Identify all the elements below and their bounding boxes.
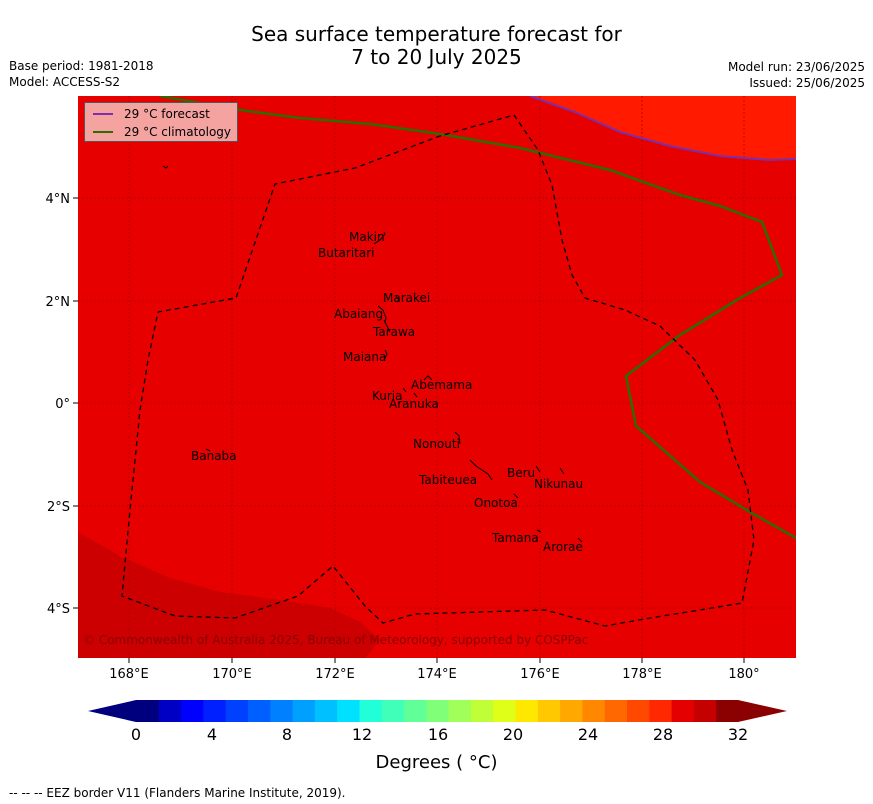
colorbar-segment xyxy=(559,700,583,722)
climatology-legend-label: 29 °C climatology xyxy=(124,125,232,139)
place-label: Banaba xyxy=(191,449,237,463)
colorbar-segment xyxy=(648,700,672,722)
map-legend: 29 °C forecast 29 °C climatology xyxy=(84,102,238,142)
place-label: Makin xyxy=(349,230,385,244)
colorbar-segment xyxy=(515,700,538,722)
lon-label: 176°E xyxy=(520,667,560,682)
colorbar-segment xyxy=(604,700,628,722)
forecast-legend-label: 29 °C forecast xyxy=(124,107,210,121)
colorbar-tick-label: 20 xyxy=(502,725,524,744)
lat-label: 4°N xyxy=(46,192,71,207)
colorbar-tick-label: 12 xyxy=(351,725,373,744)
place-label: Marakei xyxy=(383,291,430,305)
colorbar-segment xyxy=(225,700,248,722)
place-label: Tarawa xyxy=(372,325,415,339)
place-label: Tamana xyxy=(491,531,539,545)
sst-field-warm xyxy=(530,96,796,160)
colorbar-segment xyxy=(448,700,471,722)
colorbar-segment xyxy=(693,700,717,722)
place-label: Abaiang xyxy=(334,307,383,321)
place-label: Nonouti xyxy=(413,437,460,451)
title-line-2: 7 to 20 July 2025 xyxy=(351,45,522,69)
place-label: Onotoa xyxy=(474,496,518,510)
colorbar-segment xyxy=(180,700,204,722)
climatology-legend-swatch xyxy=(93,131,113,133)
graticule xyxy=(78,96,796,658)
place-label: Aranuka xyxy=(389,397,439,411)
lat-label: 0° xyxy=(55,397,70,412)
colorbar-segment xyxy=(314,700,338,722)
sst-field-cool xyxy=(78,532,380,658)
lon-label: 178°E xyxy=(622,667,662,682)
colorbar-tick-label: 16 xyxy=(427,725,449,744)
colorbar-tick-label: 4 xyxy=(206,725,218,744)
island-outlines xyxy=(162,165,583,543)
place-label: Maiana xyxy=(343,350,386,364)
model-name: Model: ACCESS-S2 xyxy=(9,75,121,89)
colorbar-tick-label: 32 xyxy=(727,725,749,744)
colorbar-segment xyxy=(136,700,159,722)
colorbar-over-arrow xyxy=(738,700,787,722)
colorbar-tick-label: 24 xyxy=(577,725,599,744)
colorbar-segment xyxy=(403,700,427,722)
colorbar-segment xyxy=(358,700,382,722)
colorbar-segment xyxy=(425,700,449,722)
lat-label: 4°S xyxy=(47,602,70,617)
place-label: Tabiteuea xyxy=(418,473,477,487)
lon-label: 168°E xyxy=(109,667,149,682)
forecast-contour xyxy=(529,96,796,162)
lon-label: 172°E xyxy=(315,667,355,682)
colorbar-segment xyxy=(715,700,739,722)
axis-ticks xyxy=(73,197,745,663)
place-label: Kuria xyxy=(372,389,403,403)
lat-label: 2°S xyxy=(47,500,70,515)
colorbar xyxy=(88,700,787,722)
colorbar-segment xyxy=(537,700,561,722)
colorbar-under-arrow xyxy=(88,700,136,722)
colorbar-segment xyxy=(581,700,605,722)
place-label: Arorae xyxy=(543,540,583,554)
place-label: Butaritari xyxy=(318,246,375,260)
lat-label: 2°N xyxy=(46,295,71,310)
lon-label: 180° xyxy=(728,667,759,682)
forecast-legend-swatch xyxy=(93,113,113,115)
climatology-contour xyxy=(159,96,796,540)
model-run: Model run: 23/06/2025 xyxy=(727,60,865,74)
colorbar-segment xyxy=(336,700,360,722)
colorbar-segment xyxy=(671,700,694,722)
colorbar-segment xyxy=(158,700,182,722)
lon-label: 174°E xyxy=(417,667,457,682)
colorbar-segment xyxy=(247,700,271,722)
footer-note: -- -- -- EEZ border V11 (Flanders Marine… xyxy=(9,786,346,800)
lon-label: 170°E xyxy=(212,667,252,682)
colorbar-segment xyxy=(292,700,315,722)
colorbar-tick-label: 8 xyxy=(281,725,293,744)
colorbar-segment xyxy=(626,700,650,722)
title-line-1: Sea surface temperature forecast for xyxy=(251,22,622,46)
colorbar-title: Degrees ( °C) xyxy=(375,752,498,773)
colorbar-segment xyxy=(202,700,226,722)
place-label: Abemama xyxy=(411,378,472,392)
base-period: Base period: 1981-2018 xyxy=(9,59,154,73)
colorbar-segment xyxy=(492,700,516,722)
colorbar-tick-label: 28 xyxy=(652,725,674,744)
place-label: Nikunau xyxy=(534,477,583,491)
colorbar-tick-label: 0 xyxy=(130,725,142,744)
issued-date: Issued: 25/06/2025 xyxy=(749,76,865,90)
colorbar-segment xyxy=(470,700,494,722)
copyright-notice: © Commonwealth of Australia 2025, Bureau… xyxy=(83,633,588,647)
place-label: Beru xyxy=(507,466,535,480)
colorbar-segment xyxy=(269,700,293,722)
colorbar-segment xyxy=(381,700,405,722)
